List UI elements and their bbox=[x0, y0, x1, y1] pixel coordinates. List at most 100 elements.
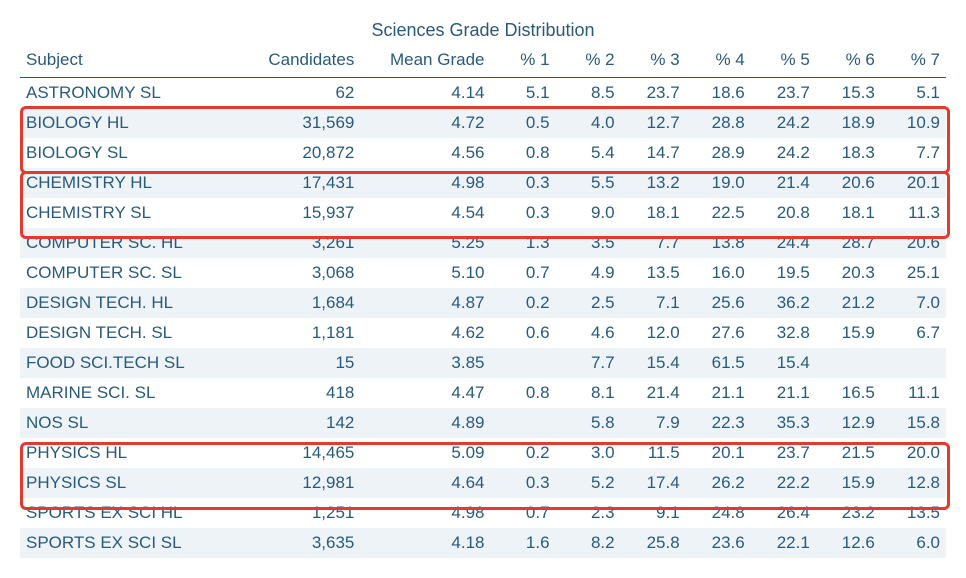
table-row: BIOLOGY HL31,5694.720.54.012.728.824.218… bbox=[20, 108, 946, 138]
cell: 25.1 bbox=[881, 258, 946, 288]
cell: 14.7 bbox=[621, 138, 686, 168]
cell: 25.8 bbox=[621, 528, 686, 558]
col-pct5: % 5 bbox=[751, 45, 816, 78]
cell: 9.0 bbox=[556, 198, 621, 228]
cell: 4.62 bbox=[360, 318, 490, 348]
cell: 16.0 bbox=[686, 258, 751, 288]
table-title: Sciences Grade Distribution bbox=[20, 20, 946, 41]
cell: 13.2 bbox=[621, 168, 686, 198]
table-row: COMPUTER SC. SL3,0685.100.74.913.516.019… bbox=[20, 258, 946, 288]
cell: 16.5 bbox=[816, 378, 881, 408]
cell: 5.1 bbox=[881, 78, 946, 109]
cell: 22.3 bbox=[686, 408, 751, 438]
cell: 0.8 bbox=[490, 378, 555, 408]
cell: 12.8 bbox=[881, 468, 946, 498]
cell: SPORTS EX SCI HL bbox=[20, 498, 240, 528]
col-pct3: % 3 bbox=[621, 45, 686, 78]
cell: 23.7 bbox=[621, 78, 686, 109]
cell: 12.6 bbox=[816, 528, 881, 558]
cell: 24.4 bbox=[751, 228, 816, 258]
cell: 12,981 bbox=[240, 468, 360, 498]
cell: 4.89 bbox=[360, 408, 490, 438]
cell: 26.2 bbox=[686, 468, 751, 498]
cell: 13.5 bbox=[621, 258, 686, 288]
cell: 0.7 bbox=[490, 498, 555, 528]
table-row: SPORTS EX SCI SL3,6354.181.68.225.823.62… bbox=[20, 528, 946, 558]
cell: MARINE SCI. SL bbox=[20, 378, 240, 408]
cell: 5.10 bbox=[360, 258, 490, 288]
cell: COMPUTER SC. HL bbox=[20, 228, 240, 258]
cell: 20.1 bbox=[881, 168, 946, 198]
cell: 22.2 bbox=[751, 468, 816, 498]
table-row: NOS SL1424.895.87.922.335.312.915.8 bbox=[20, 408, 946, 438]
cell: 21.4 bbox=[751, 168, 816, 198]
cell: 22.5 bbox=[686, 198, 751, 228]
cell: 8.1 bbox=[556, 378, 621, 408]
cell: 11.3 bbox=[881, 198, 946, 228]
header-row: Subject Candidates Mean Grade % 1 % 2 % … bbox=[20, 45, 946, 78]
cell: 62 bbox=[240, 78, 360, 109]
table-row: DESIGN TECH. SL1,1814.620.64.612.027.632… bbox=[20, 318, 946, 348]
cell: 2.5 bbox=[556, 288, 621, 318]
col-mean: Mean Grade bbox=[360, 45, 490, 78]
cell: 26.4 bbox=[751, 498, 816, 528]
cell: 5.5 bbox=[556, 168, 621, 198]
cell: 15.8 bbox=[881, 408, 946, 438]
cell: PHYSICS HL bbox=[20, 438, 240, 468]
cell: 20,872 bbox=[240, 138, 360, 168]
cell: 5.4 bbox=[556, 138, 621, 168]
cell: 11.5 bbox=[621, 438, 686, 468]
cell: SPORTS EX SCI SL bbox=[20, 528, 240, 558]
cell: 23.6 bbox=[686, 528, 751, 558]
cell: 27.6 bbox=[686, 318, 751, 348]
cell: 11.1 bbox=[881, 378, 946, 408]
cell: 0.5 bbox=[490, 108, 555, 138]
cell: 0.3 bbox=[490, 468, 555, 498]
col-pct6: % 6 bbox=[816, 45, 881, 78]
cell: 61.5 bbox=[686, 348, 751, 378]
table-row: COMPUTER SC. HL3,2615.251.33.57.713.824.… bbox=[20, 228, 946, 258]
cell: 3,261 bbox=[240, 228, 360, 258]
cell: 35.3 bbox=[751, 408, 816, 438]
cell: CHEMISTRY SL bbox=[20, 198, 240, 228]
cell: 28.7 bbox=[816, 228, 881, 258]
cell: 17.4 bbox=[621, 468, 686, 498]
cell: 23.7 bbox=[751, 78, 816, 109]
cell: 7.7 bbox=[556, 348, 621, 378]
cell bbox=[816, 348, 881, 378]
cell: PHYSICS SL bbox=[20, 468, 240, 498]
cell: 15.9 bbox=[816, 318, 881, 348]
cell: 4.6 bbox=[556, 318, 621, 348]
cell: 15.9 bbox=[816, 468, 881, 498]
cell: 28.9 bbox=[686, 138, 751, 168]
cell: 1,251 bbox=[240, 498, 360, 528]
cell: 12.7 bbox=[621, 108, 686, 138]
table-row: FOOD SCI.TECH SL153.857.715.461.515.4 bbox=[20, 348, 946, 378]
cell: 8.5 bbox=[556, 78, 621, 109]
cell: FOOD SCI.TECH SL bbox=[20, 348, 240, 378]
cell: 25.6 bbox=[686, 288, 751, 318]
cell: 4.87 bbox=[360, 288, 490, 318]
cell: 28.8 bbox=[686, 108, 751, 138]
cell: 13.8 bbox=[686, 228, 751, 258]
cell: 18.9 bbox=[816, 108, 881, 138]
table-row: CHEMISTRY SL15,9374.540.39.018.122.520.8… bbox=[20, 198, 946, 228]
cell: 15.4 bbox=[751, 348, 816, 378]
cell: 0.7 bbox=[490, 258, 555, 288]
cell: 18.1 bbox=[621, 198, 686, 228]
cell: 22.1 bbox=[751, 528, 816, 558]
cell: 21.1 bbox=[751, 378, 816, 408]
cell: 32.8 bbox=[751, 318, 816, 348]
cell: 5.8 bbox=[556, 408, 621, 438]
cell: 4.14 bbox=[360, 78, 490, 109]
cell: 7.1 bbox=[621, 288, 686, 318]
col-pct2: % 2 bbox=[556, 45, 621, 78]
table-row: ASTRONOMY SL624.145.18.523.718.623.715.3… bbox=[20, 78, 946, 109]
cell: 36.2 bbox=[751, 288, 816, 318]
cell: 23.2 bbox=[816, 498, 881, 528]
table-row: BIOLOGY SL20,8724.560.85.414.728.924.218… bbox=[20, 138, 946, 168]
cell bbox=[490, 348, 555, 378]
cell: 4.98 bbox=[360, 498, 490, 528]
cell: 5.09 bbox=[360, 438, 490, 468]
cell: 3.0 bbox=[556, 438, 621, 468]
